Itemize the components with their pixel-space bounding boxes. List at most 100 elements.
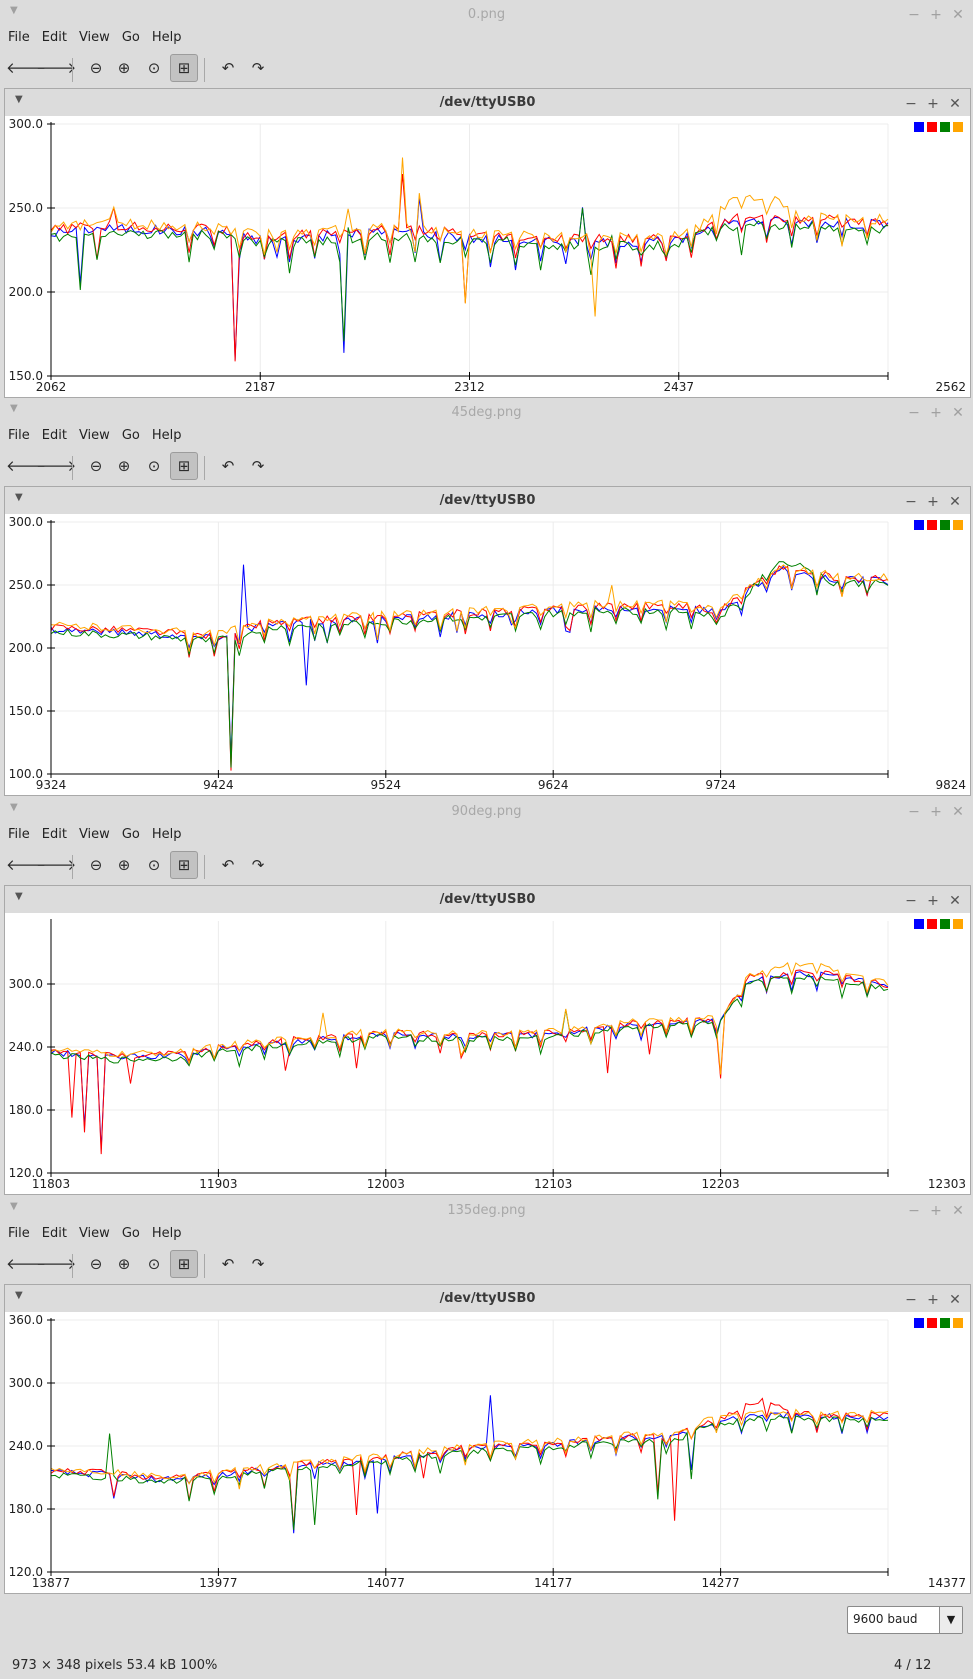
menu-view[interactable]: View [78,827,110,842]
fit-to-window-icon[interactable]: ⊞ [170,851,198,879]
zoom-in-icon[interactable]: ⊕ [117,1255,131,1273]
fit-to-window-icon[interactable]: ⊞ [170,452,198,480]
window-menu-icon[interactable]: ▼ [15,891,23,902]
rotate-right-icon[interactable]: ↷ [251,1255,265,1273]
menu-edit[interactable]: Edit [41,30,67,45]
menu-edit[interactable]: Edit [41,827,67,842]
window-titlebar[interactable]: ▼ 90deg.png − + ✕ [0,797,973,825]
minimize-icon[interactable]: − [905,494,917,510]
rotate-right-icon[interactable]: ↷ [251,856,265,874]
rotate-right-icon[interactable]: ↷ [251,59,265,77]
zoom-out-icon[interactable]: ⊖ [89,1255,103,1273]
plot-titlebar[interactable]: ▼ /dev/ttyUSB0 − + ✕ [5,1285,970,1311]
maximize-icon[interactable]: + [927,96,939,112]
zoom-out-icon[interactable]: ⊖ [89,59,103,77]
menu-view[interactable]: View [78,30,110,45]
window-menu-icon[interactable]: ▼ [15,94,23,105]
menu-go[interactable]: Go [121,1226,140,1241]
back-arrow-icon[interactable]: 🡐 [6,856,47,874]
minimize-icon[interactable]: − [905,1292,917,1308]
menu-help[interactable]: Help [151,428,182,443]
menu-file[interactable]: File [8,1226,30,1241]
menu-file[interactable]: File [8,827,30,842]
close-icon[interactable]: ✕ [949,96,961,112]
zoom-out-icon[interactable]: ⊖ [89,856,103,874]
toolbar-separator [72,1254,73,1278]
minimize-icon[interactable]: − [908,7,920,23]
rotate-left-icon[interactable]: ↶ [221,457,235,475]
close-icon[interactable]: ✕ [952,1203,964,1219]
plot-titlebar[interactable]: ▼ /dev/ttyUSB0 − + ✕ [5,886,970,912]
close-icon[interactable]: ✕ [952,405,964,421]
menu-help[interactable]: Help [151,827,182,842]
menu-edit[interactable]: Edit [41,428,67,443]
zoom-in-icon[interactable]: ⊕ [117,457,131,475]
window-menu-icon[interactable]: ▼ [15,492,23,503]
maximize-icon[interactable]: + [927,494,939,510]
menu-bar: File Edit View Go Help [0,27,973,51]
menu-view[interactable]: View [78,428,110,443]
series-line [50,561,889,768]
toolbar-separator [72,855,73,879]
window-titlebar[interactable]: ▼ 135deg.png − + ✕ [0,1196,973,1224]
zoom-reset-icon[interactable]: ⊙ [147,856,161,874]
rotate-right-icon[interactable]: ↷ [251,457,265,475]
close-icon[interactable]: ✕ [949,893,961,909]
window-titlebar[interactable]: ▼ 0.png − + ✕ [0,0,973,28]
close-icon[interactable]: ✕ [949,1292,961,1308]
window-menu-icon[interactable]: ▼ [10,5,18,16]
back-arrow-icon[interactable]: 🡐 [6,1255,47,1273]
series-line [50,1408,889,1490]
maximize-icon[interactable]: + [927,1292,939,1308]
zoom-out-icon[interactable]: ⊖ [89,457,103,475]
fit-to-window-icon[interactable]: ⊞ [170,54,198,82]
maximize-icon[interactable]: + [930,7,942,23]
window-menu-icon[interactable]: ▼ [10,1201,18,1212]
menu-view[interactable]: View [78,1226,110,1241]
window-menu-icon[interactable]: ▼ [10,802,18,813]
baud-select[interactable]: 9600 baud ▼ [847,1606,963,1634]
close-icon[interactable]: ✕ [952,7,964,23]
back-arrow-icon[interactable]: 🡐 [6,457,47,475]
rotate-left-icon[interactable]: ↶ [221,1255,235,1273]
maximize-icon[interactable]: + [927,893,939,909]
maximize-icon[interactable]: + [930,1203,942,1219]
minimize-icon[interactable]: − [908,1203,920,1219]
maximize-icon[interactable]: + [930,804,942,820]
zoom-reset-icon[interactable]: ⊙ [147,59,161,77]
zoom-in-icon[interactable]: ⊕ [117,59,131,77]
plot-titlebar[interactable]: ▼ /dev/ttyUSB0 − + ✕ [5,487,970,513]
menu-go[interactable]: Go [121,827,140,842]
rotate-left-icon[interactable]: ↶ [221,856,235,874]
menu-go[interactable]: Go [121,428,140,443]
zoom-reset-icon[interactable]: ⊙ [147,457,161,475]
close-icon[interactable]: ✕ [952,804,964,820]
menu-file[interactable]: File [8,30,30,45]
zoom-reset-icon[interactable]: ⊙ [147,1255,161,1273]
window-menu-icon[interactable]: ▼ [15,1290,23,1301]
menu-go[interactable]: Go [121,30,140,45]
forward-arrow-icon[interactable]: 🡒 [36,856,77,874]
menu-file[interactable]: File [8,428,30,443]
forward-arrow-icon[interactable]: 🡒 [36,59,77,77]
fit-to-window-icon[interactable]: ⊞ [170,1250,198,1278]
close-icon[interactable]: ✕ [949,494,961,510]
forward-arrow-icon[interactable]: 🡒 [36,457,77,475]
rotate-left-icon[interactable]: ↶ [221,59,235,77]
window-menu-icon[interactable]: ▼ [10,403,18,414]
minimize-icon[interactable]: − [905,893,917,909]
chevron-down-icon[interactable]: ▼ [939,1607,962,1633]
window-titlebar[interactable]: ▼ 45deg.png − + ✕ [0,398,973,426]
maximize-icon[interactable]: + [930,405,942,421]
menu-help[interactable]: Help [151,30,182,45]
plot-window-title: /dev/ttyUSB0 [439,892,536,907]
back-arrow-icon[interactable]: 🡐 [6,59,47,77]
zoom-in-icon[interactable]: ⊕ [117,856,131,874]
menu-help[interactable]: Help [151,1226,182,1241]
minimize-icon[interactable]: − [908,804,920,820]
menu-edit[interactable]: Edit [41,1226,67,1241]
minimize-icon[interactable]: − [908,405,920,421]
forward-arrow-icon[interactable]: 🡒 [36,1255,77,1273]
minimize-icon[interactable]: − [905,96,917,112]
plot-titlebar[interactable]: ▼ /dev/ttyUSB0 − + ✕ [5,89,970,115]
